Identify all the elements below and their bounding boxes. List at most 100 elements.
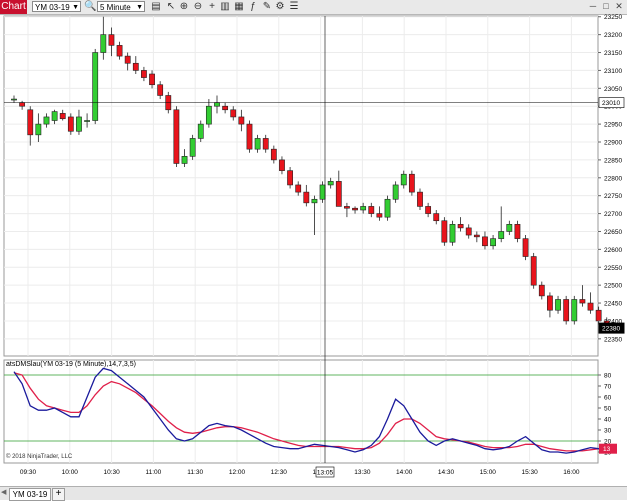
candle-body — [189, 138, 196, 157]
tab-scroll-left-icon[interactable]: ◀ — [1, 489, 7, 496]
candle-body — [530, 256, 537, 286]
crosshair-overlay: 23010 13:05 22380 13 — [4, 16, 625, 478]
candle — [108, 27, 115, 57]
candle-body — [173, 109, 180, 164]
properties-icon[interactable]: ☰ — [289, 1, 299, 12]
data-series-icon[interactable]: ▦ — [234, 1, 244, 12]
price-axis-label: 22850 — [604, 157, 622, 164]
indicators-icon[interactable]: ƒ — [250, 1, 256, 12]
candle-body — [116, 45, 123, 57]
candle-body — [19, 102, 26, 107]
candle-body — [11, 98, 17, 101]
zoom-in-icon[interactable]: ⊕ — [179, 1, 189, 12]
candle-body — [303, 191, 310, 204]
osc-axis-label: 50 — [604, 406, 612, 413]
time-axis-label: 14:30 — [438, 469, 455, 476]
period-selector[interactable]: 5 Minute ▼ — [97, 1, 145, 12]
candle — [35, 113, 42, 142]
zoom-out-icon[interactable]: ⊖ — [193, 1, 203, 12]
osc-axis-label: 20 — [604, 439, 612, 446]
time-axis-label: 15:30 — [521, 469, 538, 476]
last-price-box — [598, 322, 625, 334]
candle — [490, 235, 496, 250]
candle-body — [43, 116, 50, 125]
candle — [441, 217, 448, 246]
add-tab-button[interactable]: + — [52, 488, 65, 501]
candle-body — [441, 220, 448, 243]
price-axis-label: 23200 — [604, 32, 622, 39]
osc-value-label: 13 — [603, 446, 611, 453]
bar-style-icon[interactable]: ▤ — [151, 1, 161, 12]
candle — [279, 156, 285, 175]
candle — [157, 81, 164, 100]
candle — [287, 167, 293, 189]
candle-body — [327, 181, 334, 186]
candle — [84, 113, 90, 128]
price-axis-label: 22700 — [604, 211, 622, 218]
candle — [76, 109, 82, 135]
chart-style-icon[interactable]: ▥ — [220, 1, 230, 12]
osc-axis-label: 30 — [604, 428, 612, 435]
price-axis-label: 23150 — [604, 50, 622, 57]
candle — [197, 120, 204, 142]
candle — [238, 109, 245, 132]
strategies-icon[interactable]: ⚙ — [275, 1, 285, 12]
candle — [595, 306, 602, 325]
candle — [270, 145, 277, 164]
candle-body — [67, 116, 74, 132]
price-axis-label: 22950 — [604, 122, 622, 129]
candle-body — [335, 181, 342, 207]
oscillator-panel-border — [3, 359, 599, 464]
crosshair-price-box — [598, 97, 625, 108]
candle — [59, 109, 66, 121]
candle-body — [270, 148, 277, 161]
price-chart[interactable]: 2325023200231502310023050230002295022900… — [0, 0, 627, 486]
instrument-tab-bar: ◀ YM 03-19 + — [0, 486, 627, 501]
osc-axis-label: 60 — [604, 395, 612, 402]
candle-body — [571, 299, 578, 322]
candle — [457, 217, 464, 232]
candle — [360, 202, 367, 214]
time-axis-label: 16:00 — [563, 469, 580, 476]
search-icon[interactable]: 🔍 — [84, 1, 97, 12]
price-axis-label: 22800 — [604, 175, 622, 182]
instrument-selector[interactable]: YM 03-19 ▼ — [32, 1, 81, 12]
price-axis-label: 23050 — [604, 86, 622, 93]
candle-body — [457, 224, 464, 229]
maximize-icon[interactable]: □ — [603, 1, 609, 11]
candle-body — [360, 206, 367, 211]
crosshair-icon[interactable]: + — [209, 1, 215, 12]
candle — [222, 102, 229, 114]
chevron-down-icon: ▼ — [72, 4, 79, 11]
candle — [116, 41, 123, 60]
candle-body — [254, 138, 261, 150]
price-panel-border — [3, 15, 599, 357]
cursor-icon[interactable]: ↖ — [166, 1, 176, 12]
candle — [433, 210, 440, 225]
time-axis-label: 13:30 — [354, 469, 371, 476]
candle-body — [587, 302, 594, 311]
candle — [563, 295, 570, 325]
candle-body — [555, 299, 561, 311]
minimize-icon[interactable]: ─ — [589, 1, 597, 11]
copyright-text: © 2018 NinjaTrader, LLC — [6, 454, 73, 460]
candle — [384, 195, 391, 221]
price-axis-label: 22750 — [604, 193, 622, 200]
candle-body — [473, 234, 480, 238]
candle-body — [27, 109, 34, 136]
candle — [327, 177, 334, 189]
tab-ym-03-19[interactable]: YM 03-19 — [9, 488, 51, 501]
osc-value-box — [599, 443, 617, 454]
chart-window-label: Chart — [0, 0, 27, 14]
drawing-tools-icon[interactable]: ✎ — [262, 1, 272, 12]
candle — [230, 106, 237, 121]
close-icon[interactable]: ✕ — [615, 1, 623, 11]
candle-body — [246, 123, 253, 150]
candle — [449, 220, 456, 246]
candle-body — [538, 284, 545, 297]
candle-body — [465, 227, 472, 236]
candle — [51, 109, 58, 125]
candle-body — [100, 34, 107, 53]
period-value: 5 Minute — [100, 3, 131, 12]
candle-body — [205, 105, 212, 125]
